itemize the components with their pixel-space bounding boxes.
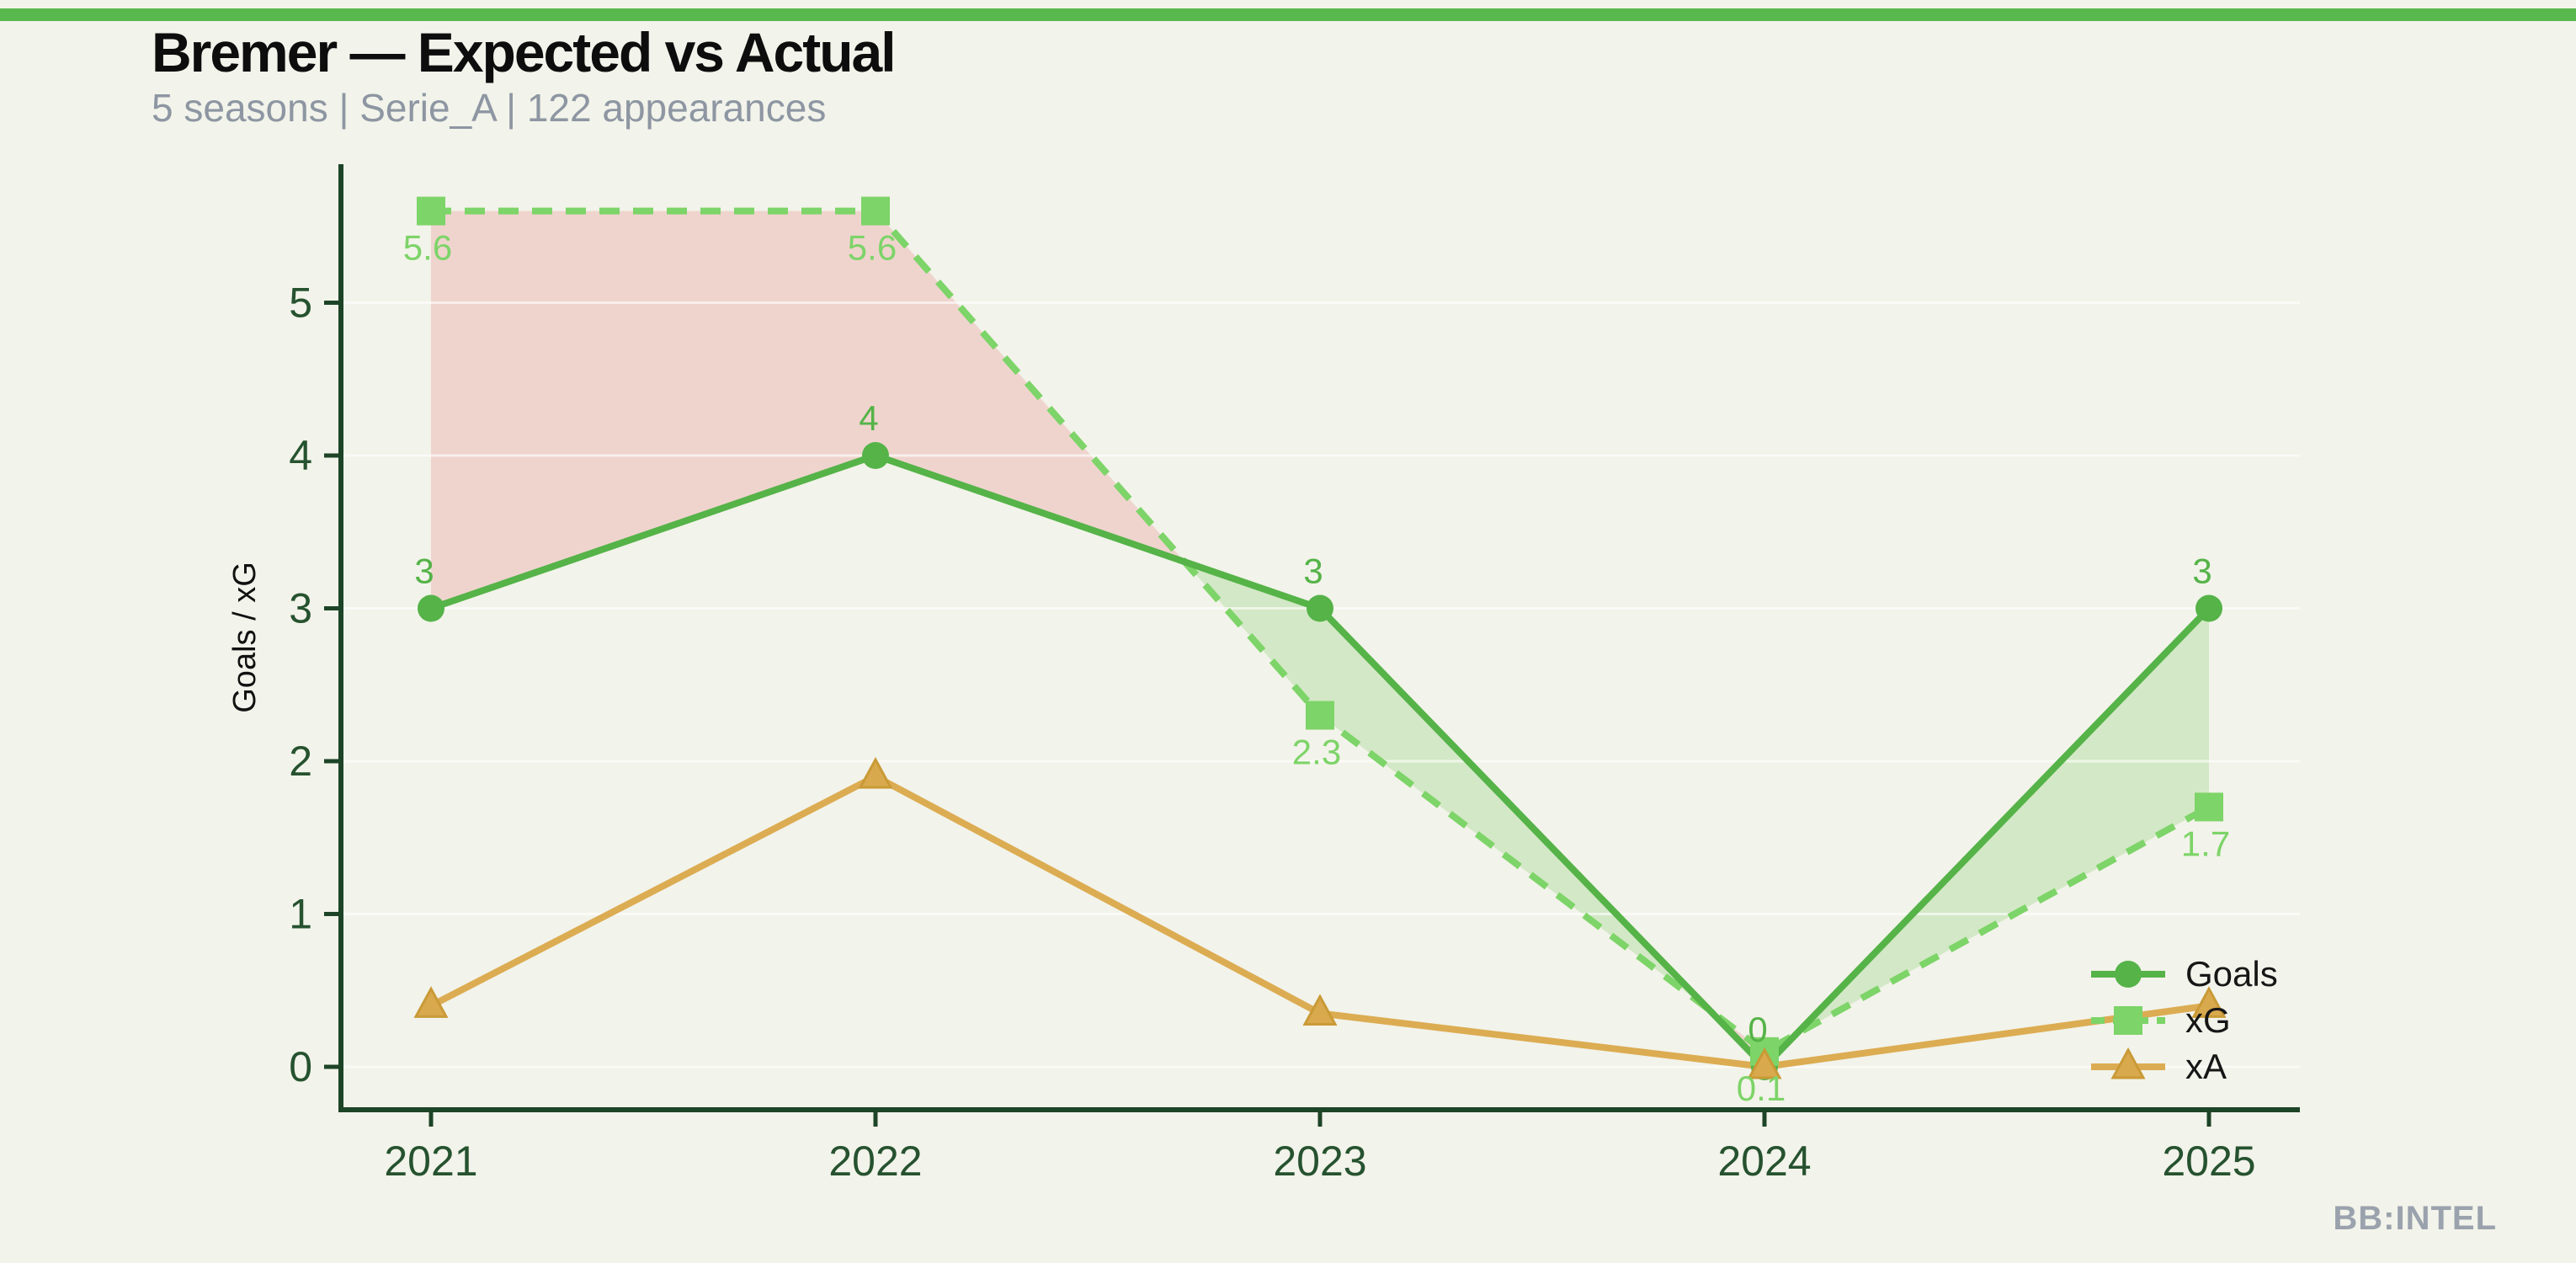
goals-legend-marker-icon (2115, 961, 2142, 988)
xg-point-marker (861, 196, 890, 226)
y-tick-label: 5 (289, 280, 312, 327)
y-tick-label: 4 (289, 432, 312, 479)
legend-item-label: Goals (2185, 954, 2278, 994)
brand-watermark: BB:INTEL (2333, 1200, 2497, 1237)
xg-point-label: 1.7 (2181, 823, 2230, 863)
xg-point-label: 2.3 (1292, 733, 1341, 772)
fill-between-region (431, 210, 876, 609)
xa-point-marker (413, 986, 449, 1018)
goals-point-label: 3 (414, 552, 434, 591)
x-tick-label: 2022 (828, 1138, 922, 1185)
xa-point-marker (858, 757, 893, 789)
goals-point-label: 3 (2192, 552, 2211, 591)
xg-point-marker (1306, 701, 1334, 730)
xa-legend-marker-icon (2110, 1047, 2146, 1079)
goals-point-label: 0 (1748, 1010, 1767, 1049)
y-tick-label: 0 (289, 1043, 312, 1090)
x-tick-label: 2021 (384, 1138, 477, 1185)
goals-point-label: 3 (1303, 552, 1323, 591)
xa-point-marker (2191, 986, 2227, 1018)
page-title: Bremer — Expected vs Actual (152, 21, 897, 83)
chart-header: Bremer — Expected vs Actual 5 seasons | … (152, 21, 897, 131)
page-subtitle: 5 seasons | Serie_A | 122 appearances (152, 86, 827, 131)
y-tick-label: 1 (289, 891, 312, 938)
xa-point-marker (1302, 994, 1338, 1026)
xg-point-label: 0.1 (1737, 1068, 1786, 1108)
y-tick-label: 3 (289, 585, 312, 632)
xg-legend-marker-icon (2114, 1006, 2142, 1035)
goals-point-marker (862, 442, 889, 469)
y-axis-title: Goals / xG (227, 562, 263, 713)
xg-point-marker (417, 196, 445, 226)
x-tick-label: 2024 (1717, 1138, 1811, 1185)
legend-item-label: xA (2185, 1047, 2227, 1086)
accent-topbar (0, 8, 2576, 21)
xg-point-label: 5.6 (848, 228, 897, 268)
xg-point-marker (2195, 792, 2223, 822)
legend-item-label: xG (2185, 1000, 2231, 1040)
goals-point-label: 4 (859, 398, 878, 438)
y-tick-label: 2 (289, 738, 312, 785)
x-tick-label: 2023 (1273, 1138, 1366, 1185)
x-tick-label: 2025 (2162, 1138, 2255, 1185)
goals-point-marker (418, 594, 444, 622)
goals-point-marker (2195, 594, 2222, 622)
xg-point-label: 5.6 (403, 228, 452, 268)
xa-point-marker (1747, 1047, 1782, 1079)
goals-point-marker (1307, 594, 1333, 622)
